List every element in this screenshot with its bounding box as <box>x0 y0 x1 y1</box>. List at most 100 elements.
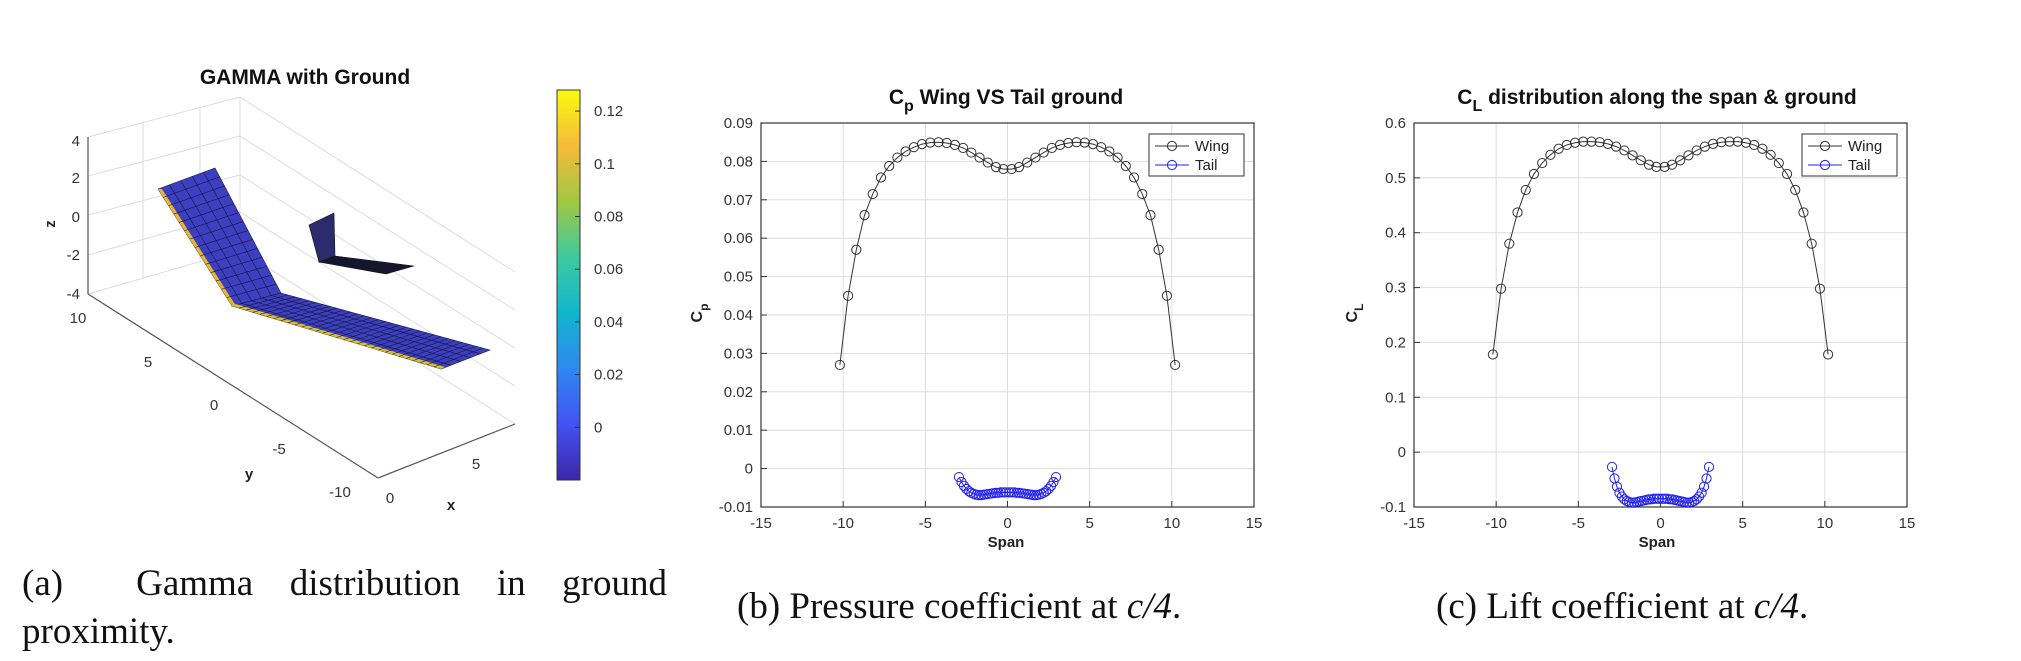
wing-point <box>1128 172 1140 183</box>
y-tick-label: 0 <box>210 397 218 414</box>
tail-point <box>1004 487 1015 498</box>
legend: Wing Tail <box>1801 133 1898 177</box>
mesh-line <box>205 248 258 265</box>
colorbar-tick-label: 0 <box>594 419 602 436</box>
y-tick-label: 0.02 <box>724 384 753 401</box>
z-tick-label: 2 <box>72 170 80 187</box>
tail-point <box>1611 481 1623 492</box>
wing-point <box>1757 143 1768 154</box>
wing-point <box>1683 150 1694 161</box>
tail-point <box>1048 476 1059 488</box>
mesh-line <box>315 315 365 332</box>
wing-point <box>1611 141 1622 152</box>
wing-point <box>1627 150 1638 161</box>
y-tick-label: 0.05 <box>724 269 753 286</box>
y-tick-label: 0 <box>1398 444 1406 461</box>
wing-point <box>1659 161 1670 172</box>
legend-marker <box>1819 159 1831 171</box>
y-tick-label: 0.3 <box>1385 280 1406 297</box>
mesh-line <box>420 344 470 363</box>
cp-plot: Cp Wing VS Tail ground -15 -10 -5 0 5 10 15 -0.… <box>689 86 1262 551</box>
x-tick-label: -15 <box>750 515 772 532</box>
tail-point <box>1006 487 1017 498</box>
wing-point <box>1063 137 1074 149</box>
tail-surface <box>308 212 415 275</box>
axes-box-3d <box>87 96 516 425</box>
mesh-line <box>261 297 471 358</box>
wing-point <box>958 142 969 154</box>
wing-point <box>1823 349 1834 360</box>
mesh-line <box>238 294 289 309</box>
z-tick-label: 0 <box>72 209 80 226</box>
x-tick-label: -5 <box>919 515 932 532</box>
caption-c: (c) Lift coefficient at c/4. <box>1436 586 1809 627</box>
y-tick-label: 0.07 <box>724 192 753 209</box>
mesh-line <box>180 180 252 301</box>
mesh-line <box>251 300 461 362</box>
wing-surface <box>157 167 491 370</box>
tail-point <box>953 471 965 483</box>
mesh-line <box>413 342 463 361</box>
tail-point <box>1657 493 1668 504</box>
mesh-line <box>259 300 309 315</box>
mesh-line <box>173 194 230 215</box>
wing-point <box>842 290 854 301</box>
legend-label: Tail <box>1195 157 1218 174</box>
wing-point <box>1079 137 1090 148</box>
x-axis-label: Span <box>1639 534 1676 551</box>
colorbar-tick-label: 0.12 <box>594 103 623 120</box>
y-ticks: 10 5 0 -5 -10 <box>70 310 351 501</box>
wing-point <box>1578 136 1589 147</box>
mesh-line <box>350 325 400 342</box>
wing-point <box>1707 138 1719 149</box>
x-tick-label: 0 <box>386 490 394 507</box>
wing-point <box>1635 155 1646 166</box>
mesh-line <box>216 265 267 282</box>
axes: -15 -10 -5 0 5 10 15 -0.01 0 0.01 0.02 0.03 0.04 0.05… <box>719 115 1263 532</box>
y-axis-label: Cp <box>689 304 711 323</box>
wing-point <box>1651 161 1662 172</box>
colorbar-tick-label: 0.06 <box>594 261 623 278</box>
wing-point <box>1619 145 1630 156</box>
legend-box <box>1148 133 1245 177</box>
wing-point <box>1740 137 1752 148</box>
wing-right-panel <box>230 292 491 370</box>
tail-point <box>1703 461 1715 473</box>
z-tick-label: -4 <box>67 286 80 303</box>
tail-point <box>1626 497 1637 508</box>
wing-point <box>900 146 911 157</box>
wing-point <box>982 157 993 168</box>
colorbar-tick-label: 0.1 <box>594 156 615 173</box>
mesh-line <box>336 321 386 338</box>
x-axis-label: Span <box>988 534 1025 551</box>
tail-point <box>973 489 984 501</box>
y-tick-label: 0.6 <box>1385 115 1406 132</box>
tail-point <box>966 487 977 498</box>
x-tick-label: 10 <box>1163 515 1180 532</box>
mesh-line <box>433 347 484 368</box>
tail-point <box>995 487 1007 498</box>
z-ticks: 4 2 0 -2 -4 <box>67 133 80 303</box>
wing-point <box>916 139 928 150</box>
wing-point <box>851 244 862 255</box>
tail-point <box>1643 494 1655 505</box>
colorbar-tick-label: 0.08 <box>594 208 623 225</box>
tail-point <box>1011 487 1022 498</box>
wing-point <box>875 172 887 183</box>
mesh-line <box>191 176 262 299</box>
wing-point <box>1512 207 1523 218</box>
caption-a: (a) Gamma distribution in ground proximi… <box>22 563 667 652</box>
axes-frame <box>760 122 1255 508</box>
mesh-line <box>194 230 249 248</box>
wing-point <box>1006 163 1017 175</box>
wing-point <box>1569 137 1581 148</box>
x-axis-label: x <box>447 497 456 514</box>
colorbar: 0.12 0.1 0.08 0.06 0.04 0.02 0 <box>556 89 623 481</box>
plot-b-title: Cp Wing VS Tail ground <box>889 86 1123 115</box>
wing-point <box>1022 157 1033 168</box>
wing-point <box>1765 149 1776 160</box>
wing-point <box>1170 359 1181 371</box>
wing-point <box>990 162 1002 173</box>
wing-point <box>1071 137 1082 148</box>
y-tick-label: 0.4 <box>1385 225 1406 242</box>
